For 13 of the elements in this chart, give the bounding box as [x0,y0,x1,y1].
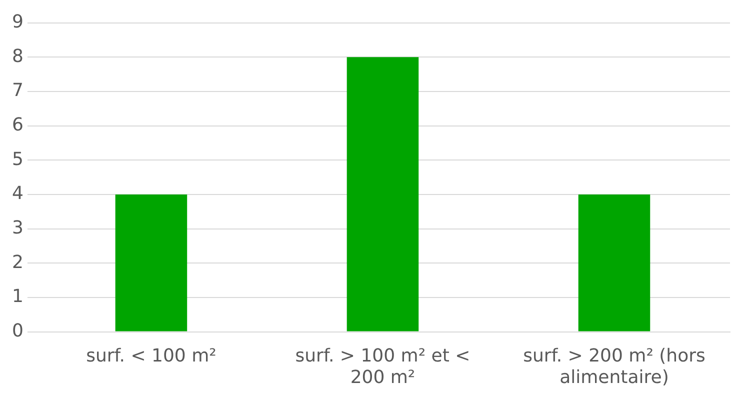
y-tick-label: 2 [12,252,24,273]
y-tick-label: 7 [12,80,24,102]
y-tick-label: 0 [12,320,24,342]
y-tick-label: 9 [12,11,24,32]
y-tick-label: 3 [12,217,24,238]
y-tick-label: 5 [12,148,24,170]
y-tick-label: 1 [12,286,24,308]
y-tick-label: 6 [12,114,24,136]
x-tick-label: surf. < 100 m² [86,345,216,366]
y-tick-label: 4 [12,183,24,204]
x-tick-label: surf. > 200 m² (hors alimentaire) [523,345,706,388]
y-tick-label: 8 [12,46,24,67]
x-tick-label: surf. > 100 m² et < 200 m² [295,345,470,388]
